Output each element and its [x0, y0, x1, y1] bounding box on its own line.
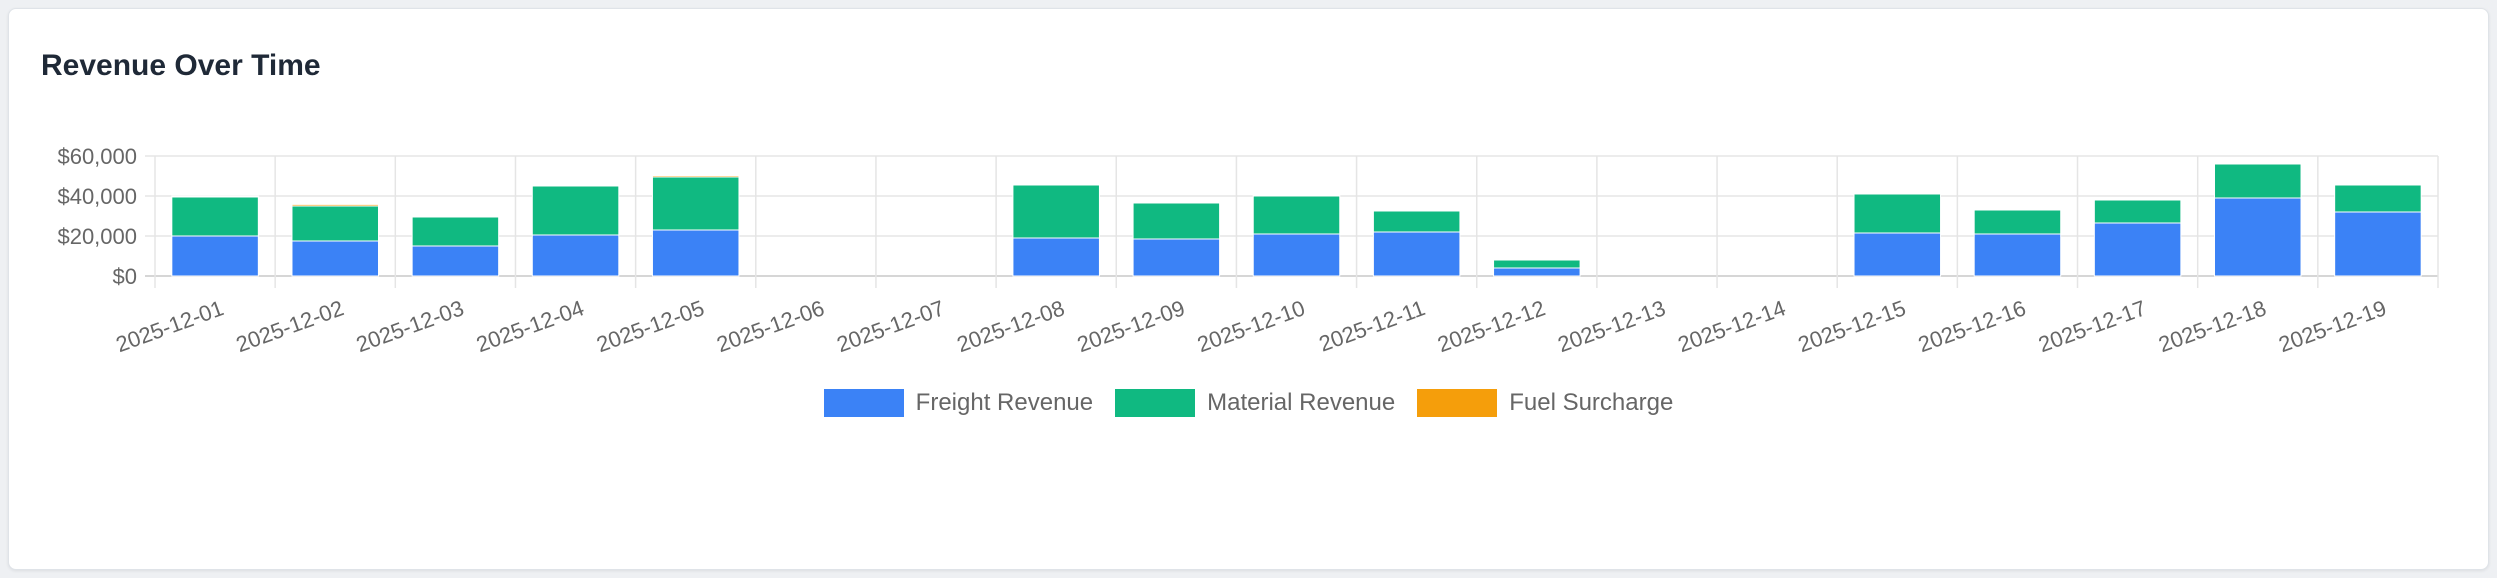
x-tick-label: 2025-12-02 [233, 295, 347, 357]
y-tick-label: $60,000 [57, 144, 137, 169]
chart-legend: Freight Revenue Material Revenue Fuel Su… [9, 389, 2488, 417]
bar-segment [1012, 184, 1100, 239]
bar-segment [1853, 232, 1942, 277]
bar-segment [2334, 183, 2422, 186]
legend-swatch-material [1115, 389, 1196, 417]
x-tick-label: 2025-12-11 [1316, 295, 1429, 356]
x-tick-label: 2025-12-10 [1194, 295, 1308, 357]
x-tick-label: 2025-12-18 [2155, 295, 2269, 357]
legend-item-freight-revenue[interactable]: Freight Revenue [823, 389, 1094, 417]
x-tick-label: 2025-12-19 [2275, 295, 2389, 357]
y-tick-label: $40,000 [57, 184, 137, 209]
bar-segment [1372, 231, 1461, 277]
bar-segment [1132, 202, 1221, 240]
bar-segment [1132, 238, 1221, 277]
bar-segment [2334, 184, 2422, 213]
bar-segment [1853, 193, 1942, 234]
y-tick-label: $0 [113, 264, 137, 289]
bar-segment [651, 176, 740, 231]
chart-title: Revenue Over Time [41, 49, 321, 82]
bar-segment [651, 229, 740, 277]
bar-segment [171, 235, 259, 277]
bar-segment [291, 240, 379, 277]
y-tick-label: $20,000 [57, 224, 137, 249]
x-tick-label: 2025-12-12 [1434, 295, 1548, 357]
bar-segment [1973, 233, 2062, 277]
x-tick-label: 2025-12-06 [713, 295, 827, 357]
bar-segment [531, 184, 620, 187]
x-tick-label: 2025-12-14 [1675, 295, 1789, 357]
bar-segment [2214, 197, 2302, 277]
bar-segment [2214, 162, 2302, 165]
bar-segment [1973, 209, 2062, 235]
bar-segment [171, 195, 259, 198]
bar-segment [2334, 211, 2422, 277]
bar-segment [1252, 195, 1341, 235]
bar-segment [651, 175, 740, 178]
x-tick-label: 2025-12-15 [1795, 295, 1909, 357]
x-tick-label: 2025-12-01 [112, 295, 226, 357]
legend-swatch-freight [823, 389, 904, 417]
x-tick-label: 2025-12-04 [473, 295, 587, 357]
x-tick-label: 2025-12-17 [2035, 295, 2149, 357]
bar-segment [1372, 210, 1461, 233]
legend-label: Material Revenue [1207, 389, 1396, 416]
x-tick-label: 2025-12-03 [353, 295, 467, 357]
bar-segment [2093, 222, 2182, 277]
bar-segment [1493, 259, 1581, 269]
bar-segment [1973, 208, 2062, 211]
bar-segment [291, 203, 379, 207]
bar-segment [1493, 267, 1581, 277]
bar-segment [1012, 183, 1100, 186]
x-tick-label: 2025-12-05 [593, 295, 707, 357]
bar-segment [531, 185, 620, 236]
bar-segment [531, 234, 620, 277]
legend-item-material-revenue[interactable]: Material Revenue [1115, 389, 1395, 417]
bar-segment [2093, 199, 2182, 224]
legend-swatch-fuel [1417, 389, 1498, 417]
bar-segment [411, 215, 500, 218]
legend-label: Freight Revenue [915, 389, 1094, 416]
legend-item-fuel-surcharge[interactable]: Fuel Surcharge [1417, 389, 1673, 417]
bar-segment [411, 245, 500, 277]
x-tick-label: 2025-12-07 [833, 295, 947, 357]
x-tick-label: 2025-12-13 [1554, 295, 1668, 357]
x-tick-label: 2025-12-16 [1915, 295, 2029, 357]
bar-segment [171, 196, 259, 237]
legend-label: Fuel Surcharge [1509, 389, 1674, 416]
bar-segment [2093, 198, 2182, 201]
bar-segment [411, 216, 500, 247]
bar-segment [1012, 237, 1100, 277]
bar-segment [1132, 201, 1221, 204]
bar-segment [1252, 194, 1341, 197]
x-tick-label: 2025-12-09 [1074, 295, 1188, 357]
chart-card: Revenue Over Time $0 $20,000 $40,000 $60,00… [8, 8, 2489, 570]
bar-segment [291, 205, 379, 242]
x-tick-label: 2025-12-08 [954, 295, 1068, 357]
bar-segment [2214, 163, 2302, 199]
bar-segment [1252, 233, 1341, 277]
